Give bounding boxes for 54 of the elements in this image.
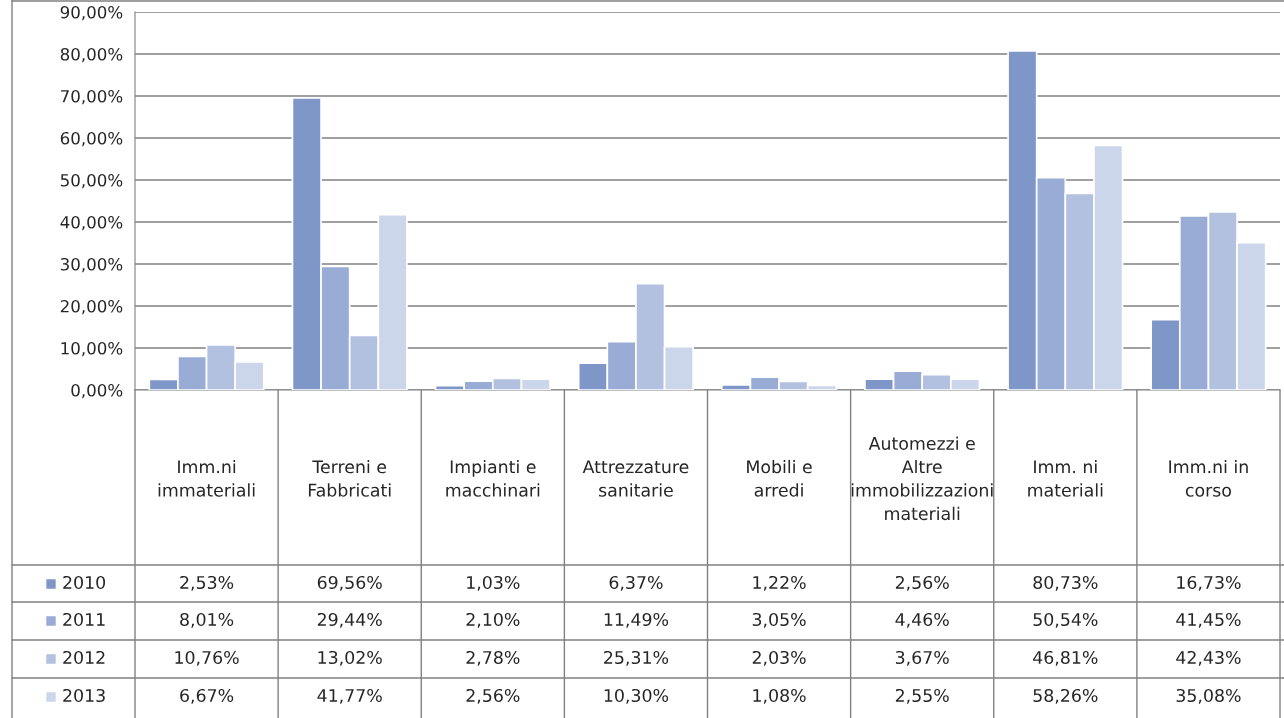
legend-label: 2011 <box>63 612 105 627</box>
x-tick-label: Terreni e Fabbricati <box>308 459 391 497</box>
y-tick-label: 50,00% <box>60 173 123 189</box>
x-tick-label: Impianti e macchinari <box>446 459 540 497</box>
legend-label: 2012 <box>63 650 105 665</box>
data-label: 1,22% <box>753 575 806 591</box>
data-label: 3,05% <box>752 612 806 628</box>
data-label: 42,43% <box>1176 650 1241 666</box>
data-label: 80,73% <box>1033 575 1098 591</box>
data-label: 2,78% <box>466 650 520 666</box>
x-tick-label: Mobili e arredi <box>747 459 812 497</box>
data-label: 10,76% <box>175 650 239 666</box>
y-tick-label: 60,00% <box>60 131 123 147</box>
x-tick-label: Automezzi e Altre immobilizzazioni materiali <box>851 436 993 521</box>
data-label: 29,44% <box>317 612 382 628</box>
y-tick-label: 90,00% <box>60 5 123 21</box>
data-label: 6,67% <box>180 688 234 704</box>
data-label: 25,31% <box>604 650 669 666</box>
y-tick-label: 70,00% <box>61 89 123 105</box>
data-label: 8,01% <box>180 612 234 628</box>
x-tick-label: Imm. ni materiali <box>1028 459 1103 497</box>
data-label: 41,77% <box>317 688 382 704</box>
data-label: 4,46% <box>895 612 949 628</box>
data-label: 2,55% <box>895 688 949 704</box>
x-tick-label: Attrezzature sanitarie <box>582 460 689 497</box>
data-label: 58,26% <box>1033 688 1098 704</box>
data-label: 3,67% <box>895 650 949 666</box>
y-tick-label: 80,00% <box>60 47 123 63</box>
data-label: 2,03% <box>752 650 806 666</box>
legend-label: 2010 <box>63 575 106 590</box>
y-tick-label: 10,00% <box>61 341 123 357</box>
data-label: 35,08% <box>1176 688 1241 704</box>
data-label: 41,45% <box>1176 612 1241 628</box>
data-label: 1,03% <box>467 575 520 591</box>
data-label: 2,53% <box>180 575 234 591</box>
legend-label: 2013 <box>63 688 105 703</box>
y-tick-label: 40,00% <box>60 215 123 231</box>
y-tick-label: 30,00% <box>60 257 123 273</box>
data-label: 2,56% <box>466 688 520 704</box>
data-label: 10,30% <box>604 688 669 704</box>
data-label: 6,37% <box>609 575 663 591</box>
data-label: 69,56% <box>317 575 382 591</box>
y-tick-label: 20,00% <box>60 299 123 315</box>
data-label: 50,54% <box>1033 612 1098 628</box>
x-tick-label: Imm.ni in corso <box>1169 459 1248 497</box>
data-label: 46,81% <box>1033 650 1098 666</box>
data-label: 2,10% <box>466 612 520 628</box>
y-tick-label: 0,00% <box>71 383 123 399</box>
data-label: 2,56% <box>895 575 949 591</box>
data-label: 1,08% <box>753 688 806 704</box>
data-label: 11,49% <box>604 612 669 628</box>
data-label: 16,73% <box>1177 575 1241 591</box>
data-label: 13,02% <box>318 650 382 666</box>
x-tick-label: Imm.ni immateriali <box>158 459 255 497</box>
